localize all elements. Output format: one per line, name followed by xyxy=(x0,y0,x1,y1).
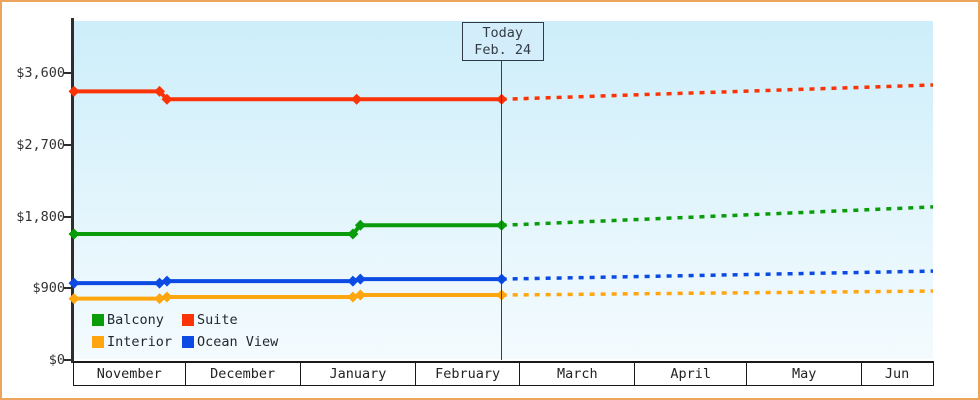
ocean-view-color-swatch xyxy=(182,336,194,348)
month-cell-january: January xyxy=(299,363,415,385)
y-axis-tick xyxy=(64,359,72,361)
y-axis-tick-label: $1,800 xyxy=(16,208,65,225)
y-axis-tick-label: $2,700 xyxy=(16,136,65,153)
legend-item-ocean-view: Ocean View xyxy=(182,331,278,353)
today-label: Today xyxy=(482,25,523,41)
month-cell-november: November xyxy=(73,363,185,385)
legend-label-interior: Interior xyxy=(107,334,173,350)
legend-item-balcony: Balcony xyxy=(92,309,182,331)
y-axis-tick xyxy=(64,72,72,74)
legend-label-suite: Suite xyxy=(197,312,238,328)
interior-color-swatch xyxy=(92,336,104,348)
plot-area xyxy=(74,21,933,359)
y-axis-tick-label: $0 xyxy=(48,352,65,368)
today-date: Feb. 24 xyxy=(474,42,532,58)
legend-label-ocean-view: Ocean View xyxy=(197,334,279,350)
balcony-color-swatch xyxy=(92,314,104,326)
y-axis-tick xyxy=(64,287,72,290)
x-axis-month-row: November December January February March Apri… xyxy=(73,361,934,386)
y-axis xyxy=(71,18,74,363)
legend: Balcony Suite Interior Ocean View xyxy=(92,309,278,353)
legend-item-suite: Suite xyxy=(182,309,278,331)
y-axis-tick xyxy=(64,215,72,218)
today-annotation: Today Feb. 24 xyxy=(461,22,544,61)
y-axis-tick xyxy=(64,143,72,146)
month-cell-may: May xyxy=(746,363,861,385)
y-axis-tick-label: $900 xyxy=(32,280,65,297)
legend-item-interior: Interior xyxy=(92,331,182,353)
month-cell-march: March xyxy=(519,363,634,385)
today-line xyxy=(500,59,503,360)
month-cell-april: April xyxy=(634,363,746,385)
month-cell-jun: Jun xyxy=(861,363,932,385)
y-axis-tick-label: $3,600 xyxy=(16,65,65,81)
month-cell-december: December xyxy=(184,363,300,385)
legend-label-balcony: Balcony xyxy=(107,312,164,328)
month-cell-february: February xyxy=(415,363,519,385)
suite-color-swatch xyxy=(182,314,194,326)
